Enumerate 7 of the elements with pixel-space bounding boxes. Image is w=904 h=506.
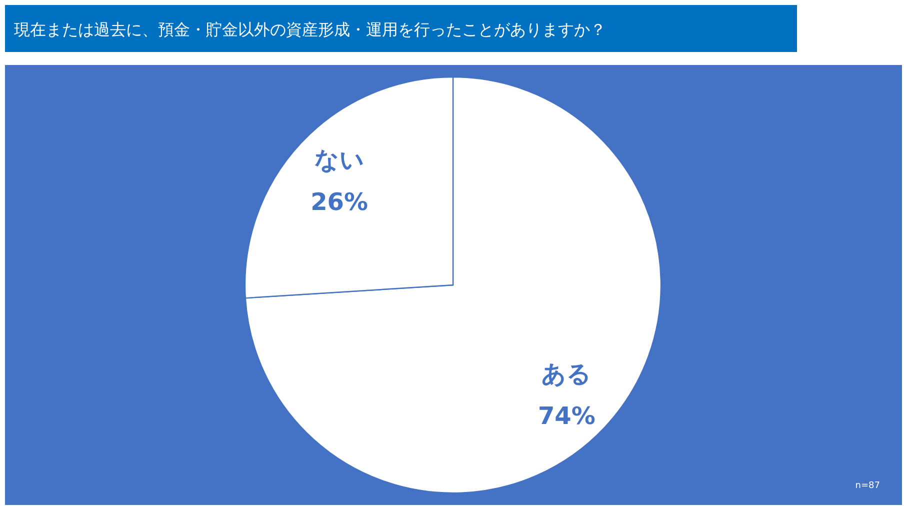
- pie-slice: [244, 76, 662, 494]
- slice-label: ある: [542, 360, 592, 388]
- slice-label: ない: [314, 146, 364, 174]
- text: n=87: [855, 481, 880, 491]
- chart-title: 現在または過去に、預金・貯金以外の資産形成・運用を行ったことがありますか？: [14, 20, 606, 39]
- data-label: 26%: [310, 188, 368, 216]
- data-label: 74%: [538, 402, 596, 430]
